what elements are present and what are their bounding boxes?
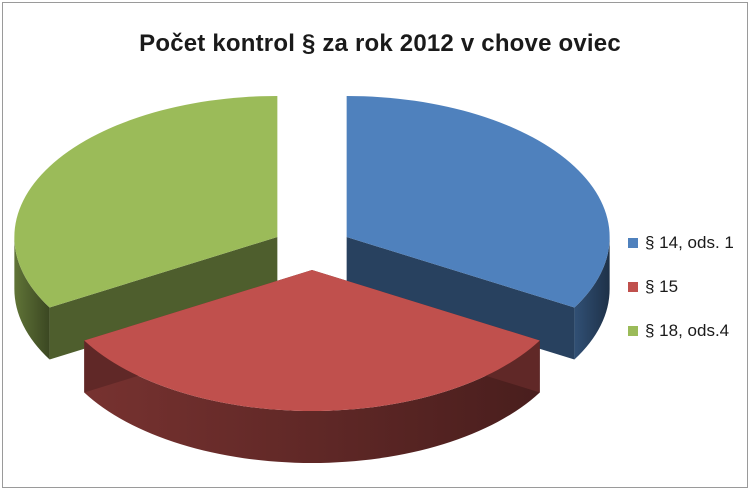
legend-label-2: § 15: [645, 277, 679, 296]
pie-slice-1: [346, 96, 610, 360]
legend-label-1: § 14, ods. 1: [645, 233, 734, 252]
pie-slice-1-top: [346, 96, 610, 308]
chart-title: Počet kontrol § za rok 2012 v chove ovie…: [139, 30, 621, 57]
pie-slice-3-top: [14, 96, 278, 308]
pie-slice-3-wall-1: [49, 237, 278, 360]
pie-slice-2: [84, 270, 540, 463]
legend-swatch-2: [628, 282, 638, 292]
legend: § 14, ods. 1 § 15 § 18, ods.4: [628, 232, 734, 364]
legend-swatch-3: [628, 326, 638, 336]
pie-slice-3: [14, 96, 278, 360]
pie-slice-3-side: [14, 237, 50, 360]
pie-slice-2-side: [84, 340, 540, 463]
pie-slice-1-wall-2: [346, 237, 575, 360]
legend-label-3: § 18, ods.4: [645, 321, 730, 340]
legend-item-2: § 15: [628, 276, 734, 298]
legend-swatch-1: [628, 238, 638, 248]
pie-slice-2-top: [84, 270, 540, 411]
legend-item-3: § 18, ods.4: [628, 320, 734, 342]
legend-item-1: § 14, ods. 1: [628, 232, 734, 254]
pie-slice-1-side: [574, 237, 610, 360]
